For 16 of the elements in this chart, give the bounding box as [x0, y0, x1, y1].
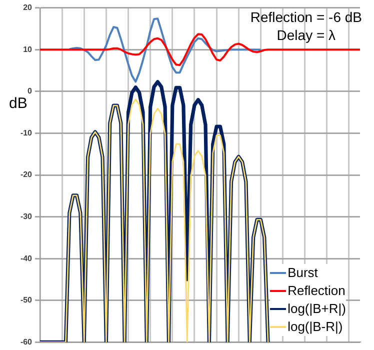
legend-label: Burst: [288, 264, 318, 282]
y-axis-title: dB: [9, 95, 28, 112]
y-tick-label: 20: [23, 3, 33, 12]
y-tick-label: 0: [28, 86, 33, 96]
y-tick-label: -50: [20, 296, 33, 305]
y-tick-label: -60: [20, 337, 33, 346]
legend-label: log(|B+R|): [288, 300, 346, 318]
y-tick-label: -30: [20, 212, 33, 222]
annotation: Delay = λ: [276, 26, 337, 44]
legend-label: log(|B-R|): [288, 318, 343, 336]
y-tick-label: -20: [20, 170, 33, 180]
y-tick-label: 10: [23, 44, 33, 54]
legend-label: Reflection: [288, 282, 346, 300]
y-tick-label: -10: [20, 128, 33, 138]
annotation: Reflection = -6 dB: [250, 8, 362, 26]
y-tick-label: -40: [20, 254, 33, 263]
